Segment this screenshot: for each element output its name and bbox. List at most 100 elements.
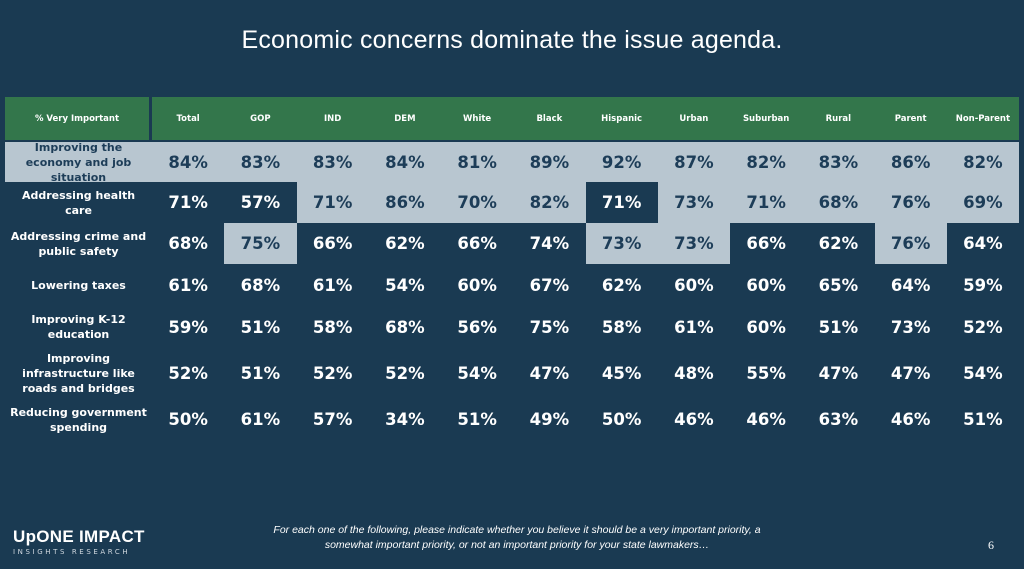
value-cell: 54% — [457, 364, 497, 383]
value-cell: 70% — [441, 182, 514, 223]
value-cell: 74% — [529, 234, 570, 253]
value-cell: 71% — [296, 182, 369, 223]
table-row: Improving the economy and job situation 8… — [5, 141, 1019, 184]
value-cell: 82% — [730, 142, 803, 182]
value-cell: 49% — [529, 410, 570, 429]
value-cell: 84% — [368, 142, 441, 182]
value-cell: 46% — [890, 410, 931, 429]
value-cell: 82% — [946, 142, 1019, 182]
value-cell: 51% — [240, 364, 281, 383]
row-label: Improving infrastructure like roads and … — [22, 352, 135, 395]
value-cell: 92% — [585, 142, 658, 182]
value-cell: 51% — [240, 317, 281, 337]
row-label: Improving K-12 education — [31, 313, 126, 341]
value-cell: 59% — [168, 317, 208, 337]
value-cell: 62% — [601, 275, 642, 295]
value-cell: 65% — [818, 275, 859, 295]
value-cell: 83% — [802, 142, 875, 182]
column-header: Non-Parent — [955, 113, 1011, 124]
value-cell: 52% — [168, 364, 208, 383]
value-cell: 48% — [674, 364, 714, 383]
value-cell: 63% — [818, 410, 859, 429]
column-header: Suburban — [742, 113, 790, 124]
value-cell: 69% — [946, 182, 1019, 223]
row-label: Lowering taxes — [31, 278, 126, 292]
value-cell: 68% — [385, 317, 425, 337]
column-header: Black — [536, 113, 563, 124]
value-cell: 62% — [385, 234, 425, 253]
value-cell: 61% — [312, 275, 353, 295]
value-cell: 58% — [601, 317, 642, 337]
value-cell: 81% — [441, 142, 514, 182]
logo-line2: INSIGHTS RESEARCH — [13, 548, 131, 556]
value-cell: 71% — [730, 182, 803, 223]
value-cell: 50% — [168, 410, 208, 429]
value-cell: 60% — [746, 275, 786, 295]
value-cell: 64% — [963, 234, 1003, 253]
header-corner-label: % Very Important — [5, 97, 149, 140]
logo: UpONE IMPACT INSIGHTS RESEARCH — [13, 527, 145, 556]
value-cell: 73% — [585, 223, 658, 264]
column-header: Total — [176, 113, 200, 124]
value-cell: 67% — [529, 275, 570, 295]
value-cell: 51% — [818, 317, 859, 337]
column-header: GOP — [250, 113, 271, 124]
value-cell: 47% — [818, 364, 859, 383]
value-cell: 61% — [168, 275, 208, 295]
value-cell: 50% — [601, 410, 642, 429]
value-cell: 68% — [240, 275, 281, 295]
value-cell: 45% — [601, 364, 642, 383]
value-cell: 66% — [746, 234, 786, 253]
value-cell: 73% — [657, 223, 730, 264]
value-cell: 59% — [963, 275, 1003, 295]
value-cell: 47% — [890, 364, 931, 383]
logo-line1: UpONE IMPACT — [13, 527, 145, 546]
column-header: Rural — [825, 113, 852, 124]
page-number: 6 — [988, 538, 994, 552]
value-cell: 84% — [152, 142, 225, 182]
value-cell: 58% — [312, 317, 353, 337]
value-cell: 75% — [529, 317, 570, 337]
value-cell: 83% — [224, 142, 297, 182]
value-cell: 73% — [890, 317, 931, 337]
value-cell: 54% — [385, 275, 425, 295]
value-cell: 47% — [529, 364, 570, 383]
value-cell: 60% — [674, 275, 714, 295]
value-cell: 68% — [802, 182, 875, 223]
value-cell: 68% — [168, 234, 208, 253]
value-cell: 61% — [674, 317, 714, 337]
value-cell: 86% — [874, 142, 947, 182]
value-cell: 87% — [657, 142, 730, 182]
value-cell: 83% — [296, 142, 369, 182]
column-header: Urban — [679, 113, 709, 124]
header-columns: Total GOP IND DEM White Black Hispanic Urban Sub… — [152, 97, 1019, 140]
table-row: Addressing crime and public safety 68% 75%… — [5, 223, 1019, 264]
value-cell: 73% — [657, 182, 730, 223]
value-cell: 71% — [601, 193, 642, 212]
value-cell: 52% — [312, 364, 353, 383]
value-cell: 51% — [457, 410, 497, 429]
value-cell: 89% — [513, 142, 586, 182]
value-cell: 76% — [874, 223, 947, 264]
value-cell: 60% — [746, 317, 786, 337]
value-cell: 76% — [874, 182, 947, 223]
value-cell: 75% — [224, 223, 297, 264]
value-cell: 34% — [385, 410, 425, 429]
value-cell: 61% — [240, 410, 281, 429]
value-cell: 82% — [513, 182, 586, 223]
table-row: Improving infrastructure like roads and … — [5, 348, 1019, 399]
value-cell: 86% — [368, 182, 441, 223]
row-label: Addressing crime and public safety — [10, 229, 147, 258]
value-cell: 57% — [312, 410, 353, 429]
value-cell: 66% — [312, 234, 353, 253]
question-footnote: For each one of the following, please in… — [273, 524, 761, 551]
table-row: Lowering taxes 61% 68% 61% 54% 60% 67% 62% 60% 60… — [5, 264, 1019, 306]
table-row: Reducing government spending 50% 61% 57% 34%… — [5, 399, 1019, 440]
value-cell: 52% — [385, 364, 425, 383]
value-cell: 55% — [746, 364, 786, 383]
column-header: Parent — [894, 113, 927, 124]
value-cell: 46% — [674, 410, 714, 429]
value-cell: 71% — [168, 193, 208, 212]
table-row: Addressing health care 71% 57% 71% 86% 70% 82%… — [5, 182, 1019, 223]
value-cell: 60% — [457, 275, 497, 295]
